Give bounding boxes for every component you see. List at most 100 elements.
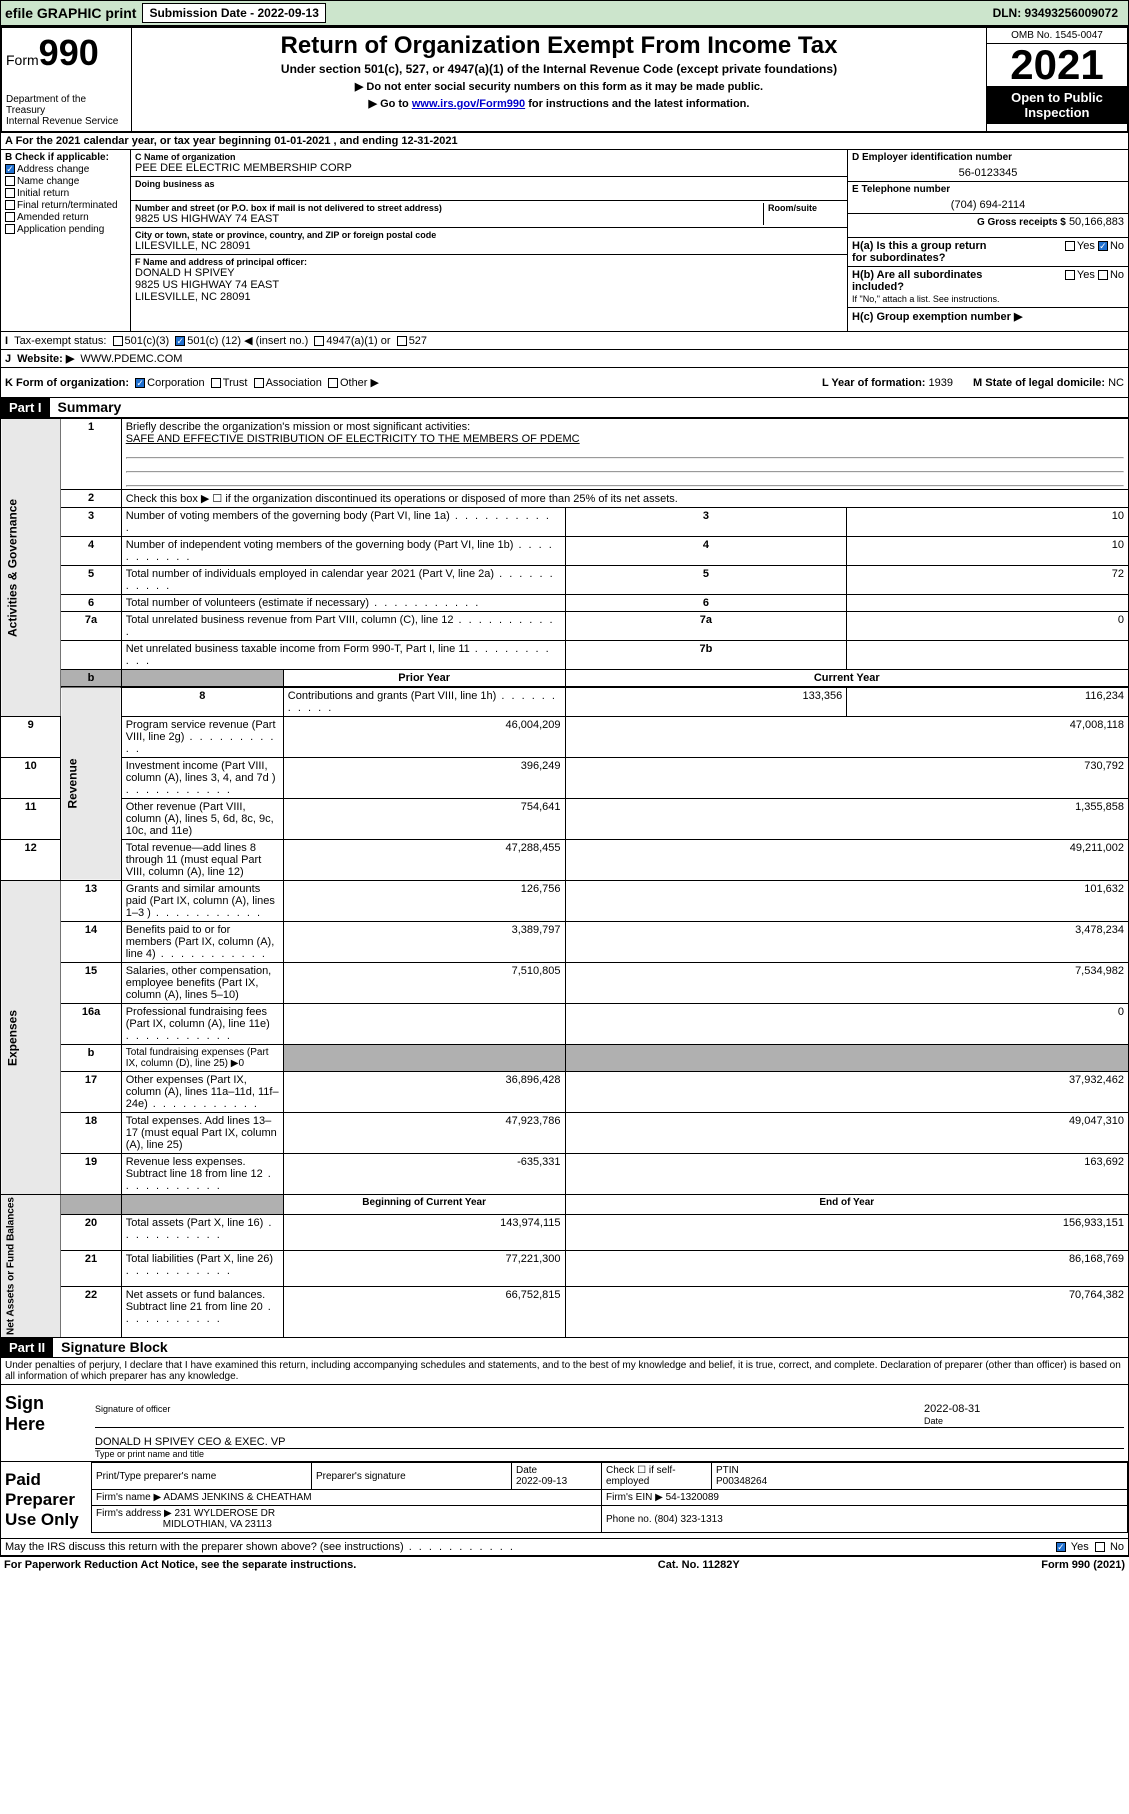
final-return-checkbox[interactable] [5, 200, 15, 210]
form-ref: Form 990 (2021) [1041, 1559, 1125, 1571]
ptin-label: PTIN [716, 1465, 739, 1476]
address-change-checkbox[interactable] [5, 164, 15, 174]
l20: Total assets (Part X, line 16) [126, 1217, 274, 1241]
tax-exempt-row: ITax-exempt status: 501(c)(3) 501(c) (12… [1, 331, 1128, 349]
c20: 156,933,151 [565, 1214, 1128, 1250]
p22: 66,752,815 [283, 1287, 565, 1338]
discuss-yes-checkbox[interactable] [1056, 1542, 1066, 1552]
trust-checkbox[interactable] [211, 378, 221, 388]
i-label: Tax-exempt status: [14, 335, 106, 347]
ha-yes-checkbox[interactable] [1065, 241, 1075, 251]
header-left: Form990 Department of the Treasury Inter… [2, 28, 132, 131]
hb-no-checkbox[interactable] [1098, 270, 1108, 280]
l16b: Total fundraising expenses (Part IX, col… [126, 1047, 269, 1069]
gross-label: G Gross receipts $ [977, 217, 1066, 228]
initial-return-checkbox[interactable] [5, 188, 15, 198]
p18: 47,923,786 [283, 1113, 565, 1154]
amended-return-checkbox[interactable] [5, 212, 15, 222]
firm-ein-label: Firm's EIN ▶ [606, 1492, 663, 1503]
527-label: 527 [409, 335, 427, 347]
check-applicable: B Check if applicable: Address change Na… [1, 150, 131, 331]
501c-num: 12 [225, 335, 237, 347]
c19: 163,692 [565, 1154, 1128, 1195]
ein: 56-0123345 [852, 167, 1124, 179]
mission: SAFE AND EFFECTIVE DISTRIBUTION OF ELECT… [126, 433, 580, 445]
final-return-label: Final return/terminated [17, 200, 118, 211]
prep-name-label: Print/Type preparer's name [96, 1471, 216, 1482]
c17: 37,932,462 [565, 1072, 1128, 1113]
year-formation: 1939 [929, 377, 953, 389]
v6 [847, 595, 1129, 612]
right-info: D Employer identification number 56-01233… [848, 150, 1128, 331]
l9: Program service revenue (Part VIII, line… [126, 719, 276, 755]
other-checkbox[interactable] [328, 378, 338, 388]
officer-typed: DONALD H SPIVEY CEO & EXEC. VP [95, 1436, 286, 1448]
p12: 47,288,455 [283, 840, 565, 881]
v4: 10 [847, 537, 1129, 566]
prep-date-label: Date [516, 1465, 537, 1476]
top-bar: efile GRAPHIC print Submission Date - 20… [0, 0, 1129, 26]
assoc-checkbox[interactable] [254, 378, 264, 388]
side-expenses: Expenses [1, 881, 61, 1195]
org-info: C Name of organizationPEE DEE ELECTRIC M… [131, 150, 848, 331]
p14: 3,389,797 [283, 922, 565, 963]
hb-note: If "No," attach a list. See instructions… [852, 294, 999, 304]
tax-year-line: A For the 2021 calendar year, or tax yea… [1, 133, 1128, 150]
corp-checkbox[interactable] [135, 378, 145, 388]
firm-addr-label: Firm's address ▶ [96, 1508, 172, 1519]
firm-addr1: 231 WYLDEROSE DR [175, 1508, 276, 1519]
instr-prefix: ▶ Go to [369, 98, 412, 110]
v7b [847, 641, 1129, 670]
v7a: 0 [847, 612, 1129, 641]
l8: Contributions and grants (Part VIII, lin… [288, 690, 557, 714]
c-name-label: C Name of organization [135, 152, 843, 162]
501c-label-b: ) ◀ (insert no.) [237, 334, 308, 347]
irs-link[interactable]: www.irs.gov/Form990 [412, 98, 525, 110]
discuss-label: May the IRS discuss this return with the… [5, 1541, 515, 1553]
part2-badge: Part II [1, 1338, 53, 1357]
k-label: K Form of organization: [5, 377, 129, 389]
l21: Total liabilities (Part X, line 26) [126, 1253, 273, 1277]
website-row: JWebsite: ▶ WWW.PDEMC.COM [1, 349, 1128, 367]
corp-label: Corporation [147, 377, 204, 389]
discuss-no-checkbox[interactable] [1095, 1542, 1105, 1552]
app-pending-checkbox[interactable] [5, 224, 15, 234]
b-label: B Check if applicable: [5, 152, 126, 163]
501c-label-a: 501(c) ( [187, 335, 225, 347]
l16a: Professional fundraising fees (Part IX, … [126, 1006, 270, 1042]
p17: 36,896,428 [283, 1072, 565, 1113]
street-address: 9825 US HIGHWAY 74 EAST [135, 213, 763, 225]
501c3-label: 501(c)(3) [125, 335, 170, 347]
side-netassets: Net Assets or Fund Balances [1, 1195, 61, 1338]
501c-checkbox[interactable] [175, 336, 185, 346]
hc-label: H(c) Group exemption number ▶ [852, 311, 1022, 323]
527-checkbox[interactable] [397, 336, 407, 346]
l7b-text: Net unrelated business taxable income fr… [126, 643, 551, 667]
cat-no: Cat. No. 11282Y [658, 1559, 740, 1571]
efile-label[interactable]: efile GRAPHIC print [5, 5, 136, 21]
yes-label: Yes [1077, 240, 1095, 252]
l14: Benefits paid to or for members (Part IX… [126, 924, 275, 960]
preparer-table: Print/Type preparer's name Preparer's si… [91, 1462, 1128, 1533]
gross-receipts: 50,166,883 [1069, 216, 1124, 228]
p9: 46,004,209 [283, 717, 565, 758]
hb-label: H(b) Are all subordinates included? [852, 269, 982, 293]
part1-badge: Part I [1, 398, 50, 417]
ein-label: D Employer identification number [852, 152, 1124, 163]
l6-text: Total number of volunteers (estimate if … [126, 597, 481, 609]
l22: Net assets or fund balances. Subtract li… [126, 1289, 273, 1325]
header-right: OMB No. 1545-0047 2021 Open to Public In… [987, 28, 1127, 131]
4947-checkbox[interactable] [314, 336, 324, 346]
firm-addr2: MIDLOTHIAN, VA 23113 [163, 1519, 272, 1530]
website: WWW.PDEMC.COM [80, 353, 182, 365]
firm-name-label: Firm's name ▶ [96, 1492, 161, 1503]
discuss-no: No [1110, 1541, 1124, 1553]
501c3-checkbox[interactable] [113, 336, 123, 346]
hb-yes-checkbox[interactable] [1065, 270, 1075, 280]
f-label: F Name and address of principal officer: [135, 257, 843, 267]
dln: DLN: 93493256009072 [993, 6, 1118, 20]
name-change-checkbox[interactable] [5, 176, 15, 186]
c12: 49,211,002 [565, 840, 1128, 881]
p20: 143,974,115 [283, 1214, 565, 1250]
ha-no-checkbox[interactable] [1098, 241, 1108, 251]
